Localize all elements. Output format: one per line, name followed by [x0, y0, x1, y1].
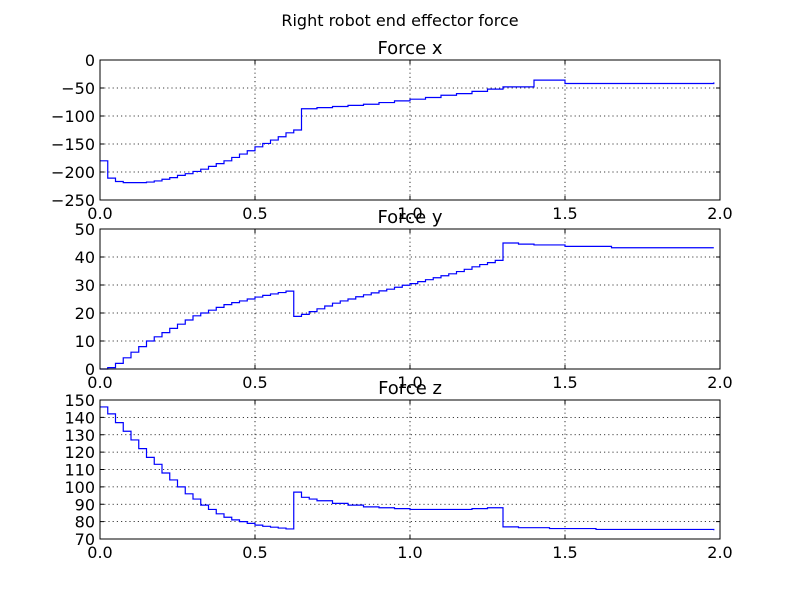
force-z-title: Force z — [378, 378, 442, 399]
force-z-ytick-label: 100 — [64, 478, 95, 497]
force-z-ytick-label: 150 — [64, 391, 95, 410]
force-x-xtick-label: 0.5 — [242, 204, 267, 223]
force-y-xtick-label: 1.5 — [552, 373, 577, 392]
force-z-series-line — [100, 406, 715, 531]
chart-panels: 0.0 0.5 1.0 1.5 2.0 −250 −200 −150 −100 −50 0 Force… — [51, 38, 733, 562]
force-y-title: Force y — [377, 207, 442, 228]
figure-title: Right robot end effector force — [281, 11, 518, 30]
force-x-ytick-label: −50 — [61, 79, 95, 98]
force-y-ytick-label: 0 — [85, 360, 95, 379]
force-x-panel: 0.0 0.5 1.0 1.5 2.0 −250 −200 −150 −100 −50 0 Force… — [51, 38, 733, 223]
force-z-ytick-label: 80 — [75, 513, 95, 532]
force-z-xtick-label: 0.0 — [87, 543, 112, 562]
force-z-ytick-label: 90 — [75, 495, 95, 514]
force-z-ytick-label: 130 — [64, 426, 95, 445]
force-z-ytick-label: 70 — [75, 530, 95, 549]
force-y-xtick-label: 2.0 — [707, 373, 732, 392]
force-z-ytick-label: 140 — [64, 408, 95, 427]
force-x-xtick-label: 1.0 — [397, 204, 422, 223]
force-y-ytick-label: 20 — [75, 304, 95, 323]
force-x-ytick-label: −100 — [51, 107, 95, 126]
force-x-xtick-label: 0.0 — [87, 204, 112, 223]
force-y-ytick-label: 40 — [75, 248, 95, 267]
force-y-ytick-label: 10 — [75, 332, 95, 351]
force-x-xtick-label: 1.5 — [552, 204, 577, 223]
force-z-xtick-label: 0.5 — [242, 543, 267, 562]
force-z-ytick-label: 120 — [64, 443, 95, 462]
force-y-ytick-label: 50 — [75, 220, 95, 239]
force-x-ytick-label: −150 — [51, 135, 95, 154]
force-z-xtick-label: 1.5 — [552, 543, 577, 562]
force-x-ytick-label: −200 — [51, 163, 95, 182]
force-x-ytick-label: −250 — [51, 191, 95, 210]
force-z-xtick-label: 1.0 — [397, 543, 422, 562]
force-x-xtick-label: 2.0 — [707, 204, 732, 223]
force-z-xtick-label: 2.0 — [707, 543, 732, 562]
force-x-title: Force x — [377, 38, 442, 59]
force-y-ytick-label: 30 — [75, 276, 95, 295]
force-x-series-line — [100, 79, 715, 184]
force-y-xtick-label: 0.5 — [242, 373, 267, 392]
force-z-ytick-label: 110 — [64, 461, 95, 480]
force-y-series-line — [100, 242, 714, 370]
force-y-panel: 0.0 0.5 1.0 1.5 2.0 0 10 20 30 40 50 Force y — [75, 207, 733, 392]
force-y-xtick-label: 1.0 — [397, 373, 422, 392]
force-x-ytick-label: 0 — [85, 51, 95, 70]
force-y-xtick-label: 0.0 — [87, 373, 112, 392]
